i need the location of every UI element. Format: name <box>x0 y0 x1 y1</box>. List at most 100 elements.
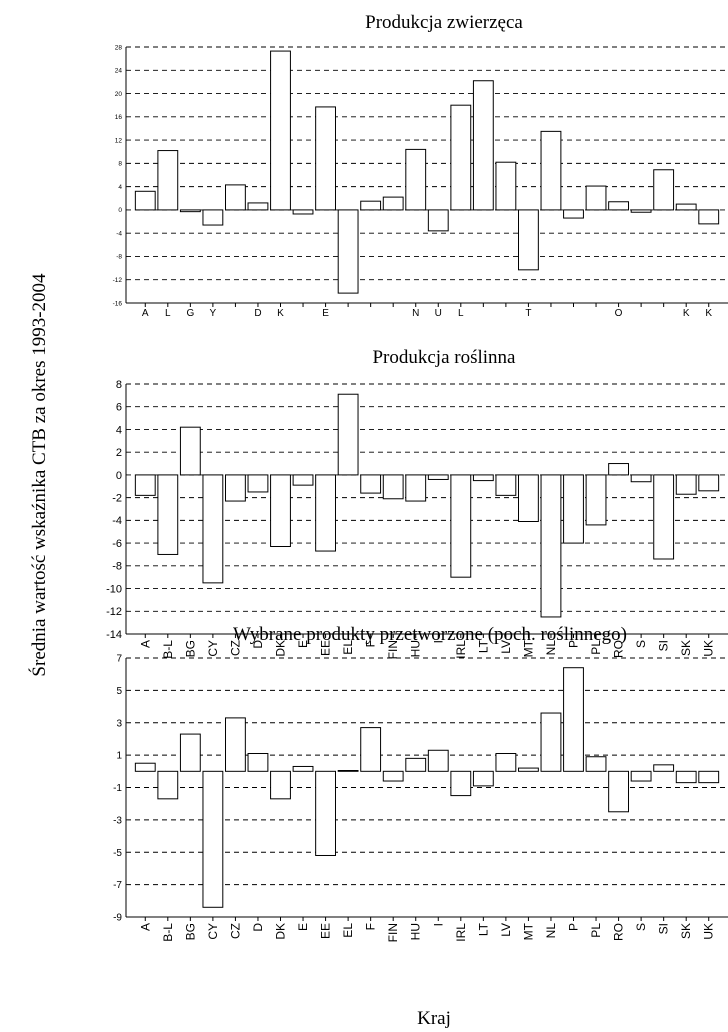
x-tick-label: LT <box>476 639 490 653</box>
x-tick-label: UK <box>702 923 716 940</box>
bar-i <box>427 209 449 232</box>
y-tick-label: 3 <box>116 718 122 729</box>
x-tick-label: G <box>186 308 194 319</box>
y-tick-label: 1 <box>116 751 122 762</box>
bar-mt <box>518 767 539 772</box>
chart-produkcja-zwierzeca: Produkcja zwierzęca 28 24 20 16 12 8 4 0 -4 -8 -12… <box>113 12 728 319</box>
x-tick-label: SK <box>679 923 693 939</box>
bar-ro <box>608 201 629 211</box>
bar-i <box>427 749 449 772</box>
x-tick-label: E <box>296 640 310 648</box>
x-tick-label: LV <box>499 640 513 654</box>
y-tick-label: 8 <box>118 161 122 168</box>
bar-a <box>134 474 156 496</box>
x-tick-label: L <box>165 308 171 319</box>
y-tick-label: -8 <box>116 254 122 261</box>
bar-b-l <box>157 474 179 555</box>
bar-ee <box>315 106 336 211</box>
bar-s <box>630 209 652 213</box>
bar-d <box>247 202 269 211</box>
bar-cz <box>225 474 246 502</box>
bar-irl <box>450 474 472 578</box>
x-tick-label: A <box>138 640 152 648</box>
bar-hu <box>405 474 427 502</box>
x-tick-label: NL <box>544 923 558 939</box>
x-tick-label: S <box>634 640 648 648</box>
x-tick-label: D <box>251 640 265 649</box>
y-tick-label: 8 <box>116 379 122 391</box>
y-tick-label: -7 <box>113 880 122 891</box>
bar-mt <box>518 209 539 271</box>
x-tick-label: K <box>705 308 712 319</box>
x-tick-label: IRL <box>454 640 468 659</box>
bar-pl <box>585 185 607 211</box>
bar-e <box>292 474 314 486</box>
bar-cz <box>225 184 246 211</box>
y-tick-label: -5 <box>113 848 122 859</box>
x-tick-label: SI <box>657 923 671 934</box>
x-tick-label: LT <box>476 922 490 936</box>
bar-sk <box>675 474 697 495</box>
x-tick-label: D <box>251 923 265 932</box>
x-tick-label: S <box>634 923 648 931</box>
y-tick-label: -1 <box>113 783 122 794</box>
y-tick-label: -12 <box>113 277 123 284</box>
x-tick-label: B-L <box>161 640 175 659</box>
x-tick-label: EE <box>319 640 333 656</box>
y-tick-label: 12 <box>115 137 123 144</box>
bar-nl <box>540 474 562 618</box>
bar-lv <box>495 474 517 496</box>
bar-ro <box>608 770 629 813</box>
y-tick-label: -3 <box>113 815 122 826</box>
x-tick-label: O <box>615 308 623 319</box>
x-tick-label: RO <box>612 923 626 941</box>
y-tick-label: 7 <box>116 654 122 665</box>
chart-produkty-przetworzone: Wybrane produkty przetworzone (poch. roś… <box>113 624 728 942</box>
bar-hu <box>405 757 427 772</box>
x-tick-label: B-L <box>161 923 175 942</box>
x-tick-label: E <box>296 923 310 931</box>
x-tick-label: EL <box>341 640 355 655</box>
bar-cy <box>202 474 224 584</box>
x-tick-label: CZ <box>228 923 242 939</box>
bar-s <box>630 770 652 782</box>
x-tick-label: PL <box>589 640 603 655</box>
bar-fin <box>382 770 404 782</box>
x-tick-label: I <box>431 923 445 926</box>
x-tick-label: IRL <box>454 923 468 942</box>
x-tick-label: HU <box>409 640 423 657</box>
bar-lv <box>495 161 517 211</box>
x-tick-label: LV <box>499 923 513 937</box>
x-tick-label: MT <box>521 922 535 940</box>
x-tick-label: E <box>322 308 329 319</box>
bar-lt <box>472 770 494 787</box>
bar-p <box>563 474 584 544</box>
figure-y-label: Średnia wartość wskaźnika CTB za okres 1… <box>28 273 50 677</box>
bar-f <box>360 727 382 772</box>
y-tick-label: -8 <box>112 561 122 573</box>
x-tick-label: HU <box>409 923 423 940</box>
bar-si <box>653 169 675 211</box>
y-tick-label: -4 <box>116 230 122 237</box>
x-tick-label: DK <box>274 923 288 940</box>
bar-d <box>247 753 269 772</box>
bar-lt <box>472 474 494 482</box>
x-tick-label: T <box>525 308 531 319</box>
bar-pl <box>585 756 607 772</box>
y-tick-label: 4 <box>116 424 122 436</box>
chart-produkcja-roslinna: Produkcja roślinna 8 6 4 2 0 -2 -4 -6 -8 -10 -12 -1… <box>106 347 728 659</box>
x-tick-label: L <box>458 308 464 319</box>
y-tick-label: -2 <box>112 492 122 504</box>
y-tick-label: 28 <box>115 44 123 51</box>
y-tick-label: 6 <box>116 402 122 414</box>
bar-nl <box>540 130 562 211</box>
bar-a <box>134 190 156 211</box>
x-tick-label: SI <box>657 640 671 651</box>
bar-cz <box>225 717 246 772</box>
x-tick-label: SK <box>679 640 693 656</box>
x-tick-label: K <box>683 308 690 319</box>
bar-el <box>337 209 359 294</box>
bar-d <box>247 474 269 493</box>
bar-sk <box>675 770 697 784</box>
